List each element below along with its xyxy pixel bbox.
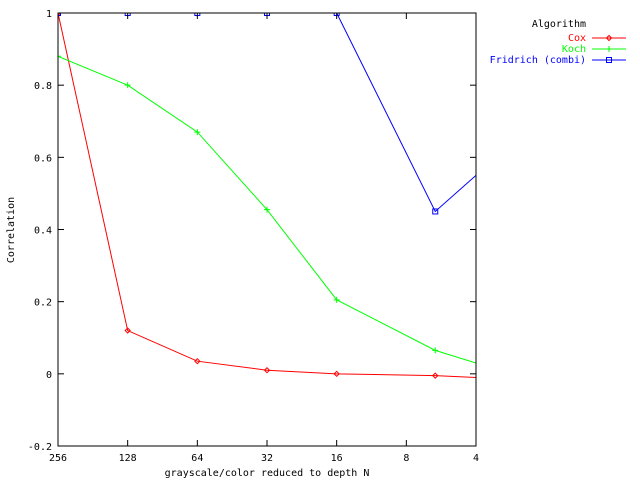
data-point (432, 347, 439, 354)
y-tick-label: 0.2 (34, 298, 52, 309)
x-axis-label: grayscale/color reduced to depth N (165, 468, 370, 479)
data-point (432, 372, 439, 379)
data-point (194, 357, 201, 365)
legend-label-koch: Koch (562, 44, 586, 55)
y-tick-label: -0.2 (28, 442, 52, 453)
series-line-fridrich-combi (58, 13, 476, 213)
y-tick-label: 0.4 (34, 226, 52, 237)
x-tick-label: 128 (119, 453, 137, 464)
x-tick-label: 256 (49, 453, 67, 464)
data-point (432, 208, 439, 215)
y-tick-label: 0.8 (34, 81, 52, 92)
y-axis-label: Correlation (6, 197, 17, 263)
data-point (194, 129, 201, 136)
series-cox (58, 13, 476, 379)
y-tick-label: 1 (46, 9, 52, 20)
series-koch (58, 53, 476, 364)
series-layer (58, 13, 476, 379)
y-tick-label: 0 (46, 370, 52, 381)
x-axis: 256 128 64 32 16 8 4 (49, 13, 479, 464)
data-point (333, 296, 340, 303)
data-point (264, 206, 270, 213)
legend-title: Algorithm (532, 19, 586, 30)
legend-marker-koch (606, 46, 612, 52)
data-point (124, 327, 131, 334)
data-point (263, 367, 271, 374)
x-tick-label: 8 (403, 453, 409, 464)
y-axis: -0.2 0 0.2 0.4 0.6 0.8 1 (28, 9, 476, 453)
x-tick-label: 16 (331, 453, 343, 464)
data-point (58, 53, 61, 60)
x-tick-label: 32 (261, 453, 273, 464)
legend-label-fridrich-combi: Fridrich (combi) (490, 55, 586, 66)
legend-label-cox: Cox (568, 33, 586, 44)
legend-marker-fridrich-combi (606, 57, 612, 63)
legend-marker-cox (605, 34, 613, 42)
data-point (124, 82, 131, 89)
series-line-cox (58, 13, 476, 378)
y-tick-label: 0.6 (34, 153, 52, 164)
x-tick-label: 64 (191, 453, 203, 464)
data-point (333, 370, 340, 378)
x-tick-label: 4 (473, 453, 479, 464)
